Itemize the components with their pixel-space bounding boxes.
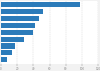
Bar (1, 57, 7, 62)
Bar (1, 16, 39, 21)
Bar (1, 37, 24, 42)
Bar (1, 50, 12, 55)
Bar (1, 43, 15, 49)
Bar (1, 2, 80, 7)
Bar (1, 9, 43, 14)
Bar (1, 30, 32, 35)
Bar (1, 23, 36, 28)
